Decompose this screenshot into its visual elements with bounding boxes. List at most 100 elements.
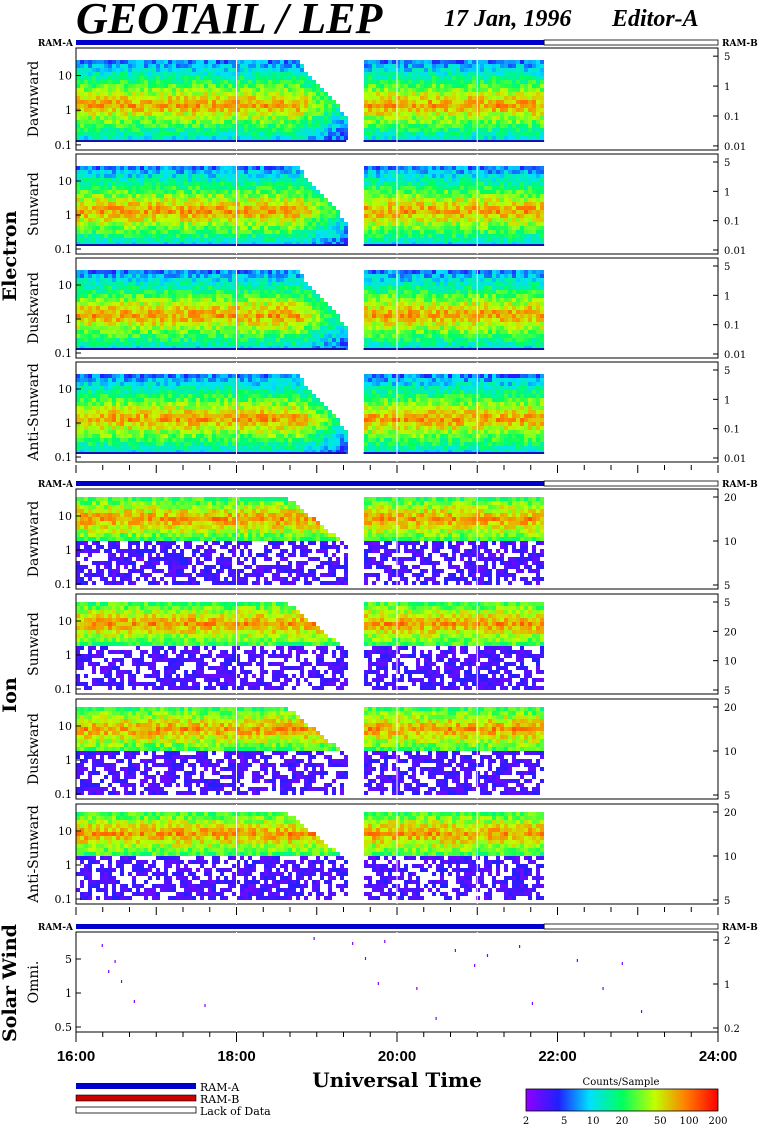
spectrogram-cell (320, 92, 324, 96)
spectrogram-cell (200, 124, 204, 128)
spectrogram-cell (136, 182, 140, 186)
spectrogram-cell (76, 334, 80, 338)
spectrogram-cell (108, 104, 112, 108)
spectrogram-cell (372, 174, 376, 178)
spectrogram-cell (444, 194, 448, 198)
spectrogram-cell (196, 230, 200, 234)
spectrogram-cell (528, 68, 532, 72)
spectrogram-cell (496, 120, 500, 124)
spectrogram-cell (376, 60, 380, 64)
spectrogram-cell (216, 222, 220, 226)
spectrogram-cell (520, 202, 524, 206)
spectrogram-cell (492, 226, 496, 230)
spectrogram-cell (88, 104, 92, 108)
spectrogram-cell (108, 234, 112, 238)
spectrogram-cell (520, 174, 524, 178)
spectrogram-cell (272, 226, 276, 230)
spectrogram-cell (452, 214, 456, 218)
spectrogram-cell (384, 178, 388, 182)
spectrogram-cell (212, 68, 216, 72)
spectrogram-cell (104, 218, 108, 222)
spectrogram-cell (300, 96, 304, 100)
spectrogram-cell (296, 84, 300, 88)
spectrogram-cell (376, 120, 380, 124)
spectrogram-cell (244, 72, 248, 76)
spectrogram-cell (164, 198, 168, 202)
spectrogram-cell (372, 108, 376, 112)
spectrogram-cell (492, 166, 496, 170)
spectrogram-cell (392, 96, 396, 100)
spectrogram-cell (80, 290, 84, 294)
spectrogram-cell (344, 120, 348, 124)
spectrogram-cell (340, 132, 344, 136)
spectrogram-cell (508, 60, 512, 64)
spectrogram-cell (260, 226, 264, 230)
spectrogram-cell (512, 136, 516, 140)
spectrogram-cell (120, 116, 124, 120)
spectrogram-cell (508, 202, 512, 206)
spectrogram-cell (312, 100, 316, 104)
spectrogram-cell (536, 88, 540, 92)
spectrogram-cell (252, 170, 256, 174)
spectrogram-cell (152, 206, 156, 210)
spectrogram-cell (344, 136, 348, 140)
spectrogram-cell (464, 128, 468, 132)
spectrogram-cell (120, 136, 124, 140)
spectrogram-cell (392, 226, 396, 230)
spectrogram-cell (272, 72, 276, 76)
spectrogram-cell (540, 120, 544, 124)
spectrogram-cell (396, 64, 400, 68)
spectrogram-cell (88, 314, 92, 318)
spectrogram-cell (340, 230, 344, 234)
spectrogram-cell (176, 120, 180, 124)
spectrogram-cell (372, 198, 376, 202)
spectrogram-cell (512, 210, 516, 214)
spectrogram-cell (220, 230, 224, 234)
spectrogram-cell (204, 92, 208, 96)
spectrogram-cell (276, 108, 280, 112)
spectrogram-cell (304, 116, 308, 120)
spectrogram-cell (200, 128, 204, 132)
spectrogram-cell (412, 100, 416, 104)
spectrogram-cell (476, 100, 480, 104)
spectrogram-cell (232, 60, 236, 64)
spectrogram-cell (224, 218, 228, 222)
spectrogram-cell (444, 136, 448, 140)
spectrogram-cell (476, 64, 480, 68)
spectrogram-cell (128, 88, 132, 92)
spectrogram-cell (424, 178, 428, 182)
spectrogram-cell (88, 290, 92, 294)
spectrogram-cell (408, 64, 412, 68)
spectrogram-cell (236, 60, 240, 64)
spectrogram-cell (104, 326, 108, 330)
spectrogram-cell (540, 178, 544, 182)
spectrogram-cell (144, 334, 148, 338)
spectrogram-cell (488, 186, 492, 190)
spectrogram-cell (164, 182, 168, 186)
spectrogram-cell (176, 274, 180, 278)
spectrogram-cell (196, 108, 200, 112)
spectrogram-cell (444, 84, 448, 88)
spectrogram-cell (256, 170, 260, 174)
spectrogram-cell (276, 202, 280, 206)
spectrogram-cell (204, 80, 208, 84)
spectrogram-cell (192, 334, 196, 338)
spectrogram-cell (388, 218, 392, 222)
spectrogram-cell (412, 194, 416, 198)
spectrogram-cell (484, 178, 488, 182)
spectrogram-cell (368, 112, 372, 116)
spectrogram-cell (176, 80, 180, 84)
spectrogram-cell (392, 132, 396, 136)
spectrogram-cell (164, 334, 168, 338)
spectrogram-cell (300, 174, 304, 178)
spectrogram-cell (88, 322, 92, 326)
spectrogram-cell (524, 206, 528, 210)
spectrogram-cell (476, 178, 480, 182)
spectrogram-cell (168, 302, 172, 306)
spectrogram-cell (512, 206, 516, 210)
spectrogram-cell (464, 174, 468, 178)
spectrogram-cell (180, 218, 184, 222)
spectrogram-cell (152, 68, 156, 72)
spectrogram-cell (80, 124, 84, 128)
spectrogram-cell (396, 230, 400, 234)
